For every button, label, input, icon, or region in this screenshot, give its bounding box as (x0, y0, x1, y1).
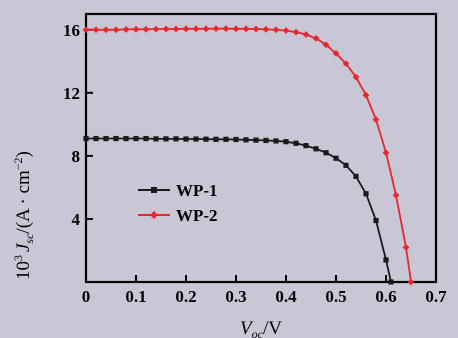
y-tick-label-3: 16 (63, 21, 80, 40)
point-wp-2-3 (112, 26, 120, 34)
point-wp-2-0 (82, 26, 90, 34)
point-wp-1-30 (383, 257, 389, 263)
point-wp-1-20 (283, 139, 289, 145)
legend-label-wp2: WP-2 (176, 206, 218, 225)
point-wp-2-13 (212, 25, 220, 33)
point-wp-2-6 (142, 25, 150, 33)
point-wp-2-16 (242, 25, 250, 33)
x-tick-label-4: 0.4 (275, 287, 297, 306)
legend: WP-1 WP-2 (138, 181, 218, 225)
point-wp-1-4 (123, 135, 129, 142)
point-wp-1-3 (113, 135, 119, 142)
point-wp-2-27 (352, 73, 360, 81)
point-wp-1-17 (253, 137, 259, 143)
point-wp-1-28 (363, 191, 369, 197)
point-wp-2-31 (392, 191, 400, 199)
point-wp-2-5 (132, 25, 140, 33)
point-wp-2-12 (202, 25, 210, 33)
axis-tick-labels: 0 0.1 0.2 0.3 0.4 0.5 0.6 0.7 4 8 12 16 (63, 21, 447, 306)
point-wp-1-18 (263, 137, 269, 144)
point-wp-2-18 (262, 25, 270, 33)
point-wp-2-11 (192, 25, 200, 33)
point-wp-1-22 (303, 143, 309, 149)
point-wp-2-30 (382, 149, 390, 157)
point-wp-1-9 (173, 136, 179, 142)
x-tick-label-6: 0.6 (375, 287, 396, 306)
point-wp-2-22 (302, 31, 310, 38)
point-wp-1-21 (293, 140, 299, 146)
point-wp-2-14 (222, 25, 230, 33)
point-wp-1-25 (333, 155, 339, 161)
y-tick-label-0: 4 (72, 210, 81, 229)
point-wp-2-8 (162, 25, 170, 33)
y-axis-title: 103Jsc/(A · cm−2) (11, 151, 36, 280)
point-wp-2-7 (152, 25, 160, 33)
point-wp-1-8 (163, 136, 169, 142)
x-tick-label-0: 0 (82, 287, 91, 306)
point-wp-2-23 (312, 35, 320, 42)
point-wp-1-29 (373, 217, 379, 224)
series-wp-1 (83, 135, 394, 285)
x-tick-label-5: 0.5 (325, 287, 346, 306)
point-wp-1-2 (103, 135, 109, 142)
point-wp-2-26 (342, 60, 350, 68)
point-wp-2-15 (232, 25, 240, 33)
legend-label-wp1: WP-1 (176, 181, 218, 200)
point-wp-1-14 (223, 136, 229, 142)
point-wp-1-15 (233, 136, 239, 143)
y-tick-label-2: 12 (63, 84, 80, 103)
point-wp-1-23 (313, 146, 319, 152)
point-wp-1-6 (143, 135, 149, 142)
point-wp-1-7 (153, 136, 159, 142)
point-wp-2-32 (402, 243, 410, 251)
point-wp-2-28 (362, 91, 370, 99)
point-wp-2-24 (322, 41, 330, 49)
point-wp-2-21 (292, 28, 300, 36)
point-wp-1-10 (183, 136, 189, 142)
point-wp-2-9 (172, 25, 180, 33)
x-axis-title: Voc/V (240, 318, 282, 338)
point-wp-1-12 (203, 136, 209, 142)
point-wp-1-1 (93, 135, 99, 142)
point-wp-2-10 (182, 25, 190, 33)
series-layer (82, 25, 415, 286)
point-wp-2-25 (332, 50, 340, 57)
point-wp-2-4 (122, 26, 130, 33)
axis-ticks (85, 28, 437, 282)
point-wp-2-20 (282, 27, 290, 34)
point-wp-1-13 (213, 136, 219, 142)
series-wp-2 (82, 25, 415, 286)
x-tick-label-3: 0.3 (225, 287, 246, 306)
point-wp-2-2 (102, 26, 110, 34)
point-wp-2-19 (272, 26, 280, 34)
point-wp-2-17 (252, 25, 260, 33)
legend-marker-wp2 (150, 211, 158, 219)
point-wp-2-1 (92, 26, 100, 34)
point-wp-2-29 (372, 116, 380, 124)
plot-frame (84, 12, 438, 284)
series-line-wp-2 (86, 27, 412, 283)
point-wp-1-24 (323, 150, 329, 156)
y-tick-label-1: 8 (72, 147, 81, 166)
point-wp-1-5 (133, 135, 139, 142)
x-tick-label-2: 0.2 (175, 287, 196, 306)
legend-marker-wp1 (151, 187, 157, 193)
point-wp-1-26 (343, 162, 349, 168)
point-wp-1-27 (353, 173, 359, 179)
point-wp-1-31 (388, 279, 394, 285)
point-wp-1-16 (243, 137, 249, 143)
series-line-wp-1 (86, 137, 392, 283)
x-tick-label-7: 0.7 (425, 287, 447, 306)
point-wp-2-33 (407, 278, 415, 286)
point-wp-1-19 (273, 138, 279, 144)
x-tick-label-1: 0.1 (125, 287, 146, 306)
point-wp-1-0 (83, 135, 89, 142)
point-wp-1-11 (193, 136, 199, 142)
